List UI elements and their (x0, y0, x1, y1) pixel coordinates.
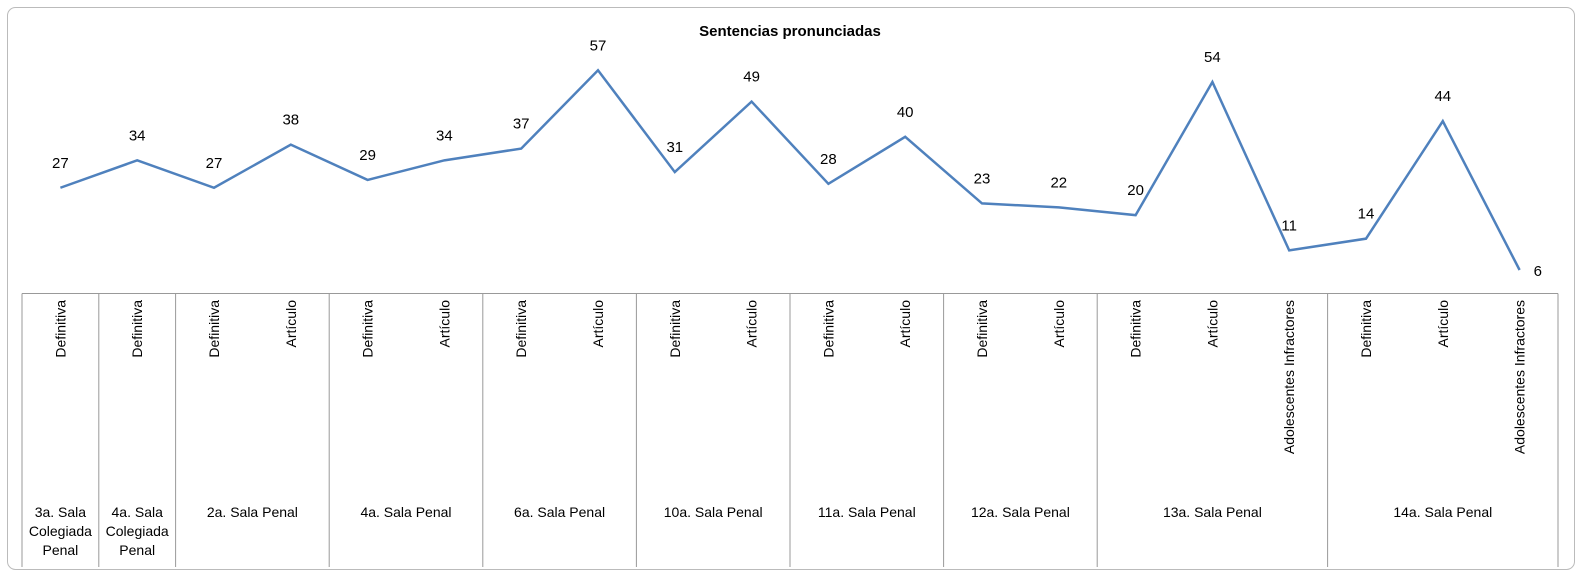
data-label: 23 (974, 170, 991, 187)
group-label: 2a. Sala Penal (206, 504, 298, 520)
category-label: Adolescentes Infractores (1281, 300, 1297, 454)
data-label: 29 (359, 147, 376, 164)
category-label: Artículo (1051, 300, 1067, 348)
group-label: 4a. Sala Colegiada Penal (105, 504, 169, 558)
category-label: Definitiva (129, 300, 145, 358)
category-label: Definitiva (513, 300, 529, 358)
group-label: 10a. Sala Penal (663, 504, 763, 520)
group-label: 13a. Sala Penal (1162, 504, 1262, 520)
category-label: Definitiva (52, 300, 68, 358)
category-label: Definitiva (360, 300, 376, 358)
category-label: Artículo (283, 300, 299, 348)
data-label: 6 (1534, 263, 1542, 280)
category-label: Artículo (1204, 300, 1220, 348)
data-label: 57 (590, 37, 607, 54)
group-label: 6a. Sala Penal (514, 504, 606, 520)
category-label: Definitiva (820, 300, 836, 358)
category-label: Definitiva (1358, 300, 1374, 358)
line (59, 68, 1521, 271)
data-label: 40 (897, 104, 914, 121)
data-label: 34 (129, 127, 146, 144)
category-label: Artículo (590, 300, 606, 348)
data-label: 34 (436, 127, 453, 144)
data-label: 44 (1434, 88, 1451, 105)
group-label: 14a. Sala Penal (1393, 504, 1493, 520)
chart-border (7, 7, 1575, 570)
data-label: 14 (1358, 206, 1375, 223)
category-label: Definitiva (974, 300, 990, 358)
category-label: Artículo (1435, 300, 1451, 348)
category-label: Artículo (897, 300, 913, 348)
category-label: Adolescentes Infractores (1512, 300, 1528, 454)
chart-title: Sentencias pronunciadas (699, 23, 881, 40)
data-label: 49 (743, 69, 760, 86)
data-label: 20 (1127, 182, 1144, 199)
group-label: 11a. Sala Penal (817, 504, 916, 520)
data-label: 11 (1281, 217, 1297, 234)
data-label: 28 (820, 151, 837, 168)
group-label: 12a. Sala Penal (970, 504, 1070, 520)
data-label: 37 (513, 116, 530, 133)
data-label: 27 (52, 155, 69, 172)
data-label: 22 (1050, 174, 1067, 191)
data-label: 27 (206, 155, 223, 172)
data-label: 38 (282, 112, 299, 129)
category-label: Artículo (744, 300, 760, 348)
data-label: 31 (666, 139, 683, 156)
category-label: Definitiva (206, 300, 222, 358)
category-label: Definitiva (667, 300, 683, 358)
category-label: Definitiva (1128, 300, 1144, 358)
group-label: 3a. Sala Colegiada Penal (28, 504, 92, 558)
group-label: 4a. Sala Penal (360, 504, 452, 520)
category-label: Artículo (436, 300, 452, 348)
data-label: 54 (1204, 49, 1221, 66)
